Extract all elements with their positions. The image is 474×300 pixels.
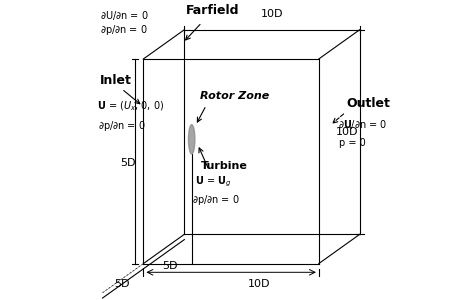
Text: Turbine: Turbine bbox=[201, 161, 247, 172]
Text: Farfield: Farfield bbox=[185, 4, 239, 16]
Text: $\partial$p/$\partial$n = 0: $\partial$p/$\partial$n = 0 bbox=[191, 193, 239, 206]
Text: 10D: 10D bbox=[261, 10, 283, 20]
Text: Rotor Zone: Rotor Zone bbox=[201, 91, 270, 101]
Text: Outlet: Outlet bbox=[346, 97, 391, 110]
Text: 10D: 10D bbox=[336, 127, 358, 137]
Text: $\partial$p/$\partial$n = 0: $\partial$p/$\partial$n = 0 bbox=[100, 23, 147, 37]
Text: 5D: 5D bbox=[121, 158, 136, 168]
Text: $\partial$U/$\partial$n = 0: $\partial$U/$\partial$n = 0 bbox=[100, 9, 148, 22]
Ellipse shape bbox=[189, 125, 195, 154]
Text: p = 0: p = 0 bbox=[339, 138, 366, 148]
Text: 5D: 5D bbox=[162, 262, 178, 272]
Text: $\mathbf{U}$ = ($U_x$, 0, 0): $\mathbf{U}$ = ($U_x$, 0, 0) bbox=[97, 99, 164, 113]
Text: Inlet: Inlet bbox=[100, 74, 131, 87]
Text: 5D: 5D bbox=[114, 279, 129, 289]
Text: $\partial$p/$\partial$n = 0: $\partial$p/$\partial$n = 0 bbox=[98, 119, 146, 134]
Text: 10D: 10D bbox=[248, 279, 270, 289]
Text: $\mathbf{U}$ = $\mathbf{U}_g$: $\mathbf{U}$ = $\mathbf{U}_g$ bbox=[195, 175, 231, 189]
Text: $\partial\mathbf{U}$/$\partial$n = 0: $\partial\mathbf{U}$/$\partial$n = 0 bbox=[338, 118, 387, 130]
